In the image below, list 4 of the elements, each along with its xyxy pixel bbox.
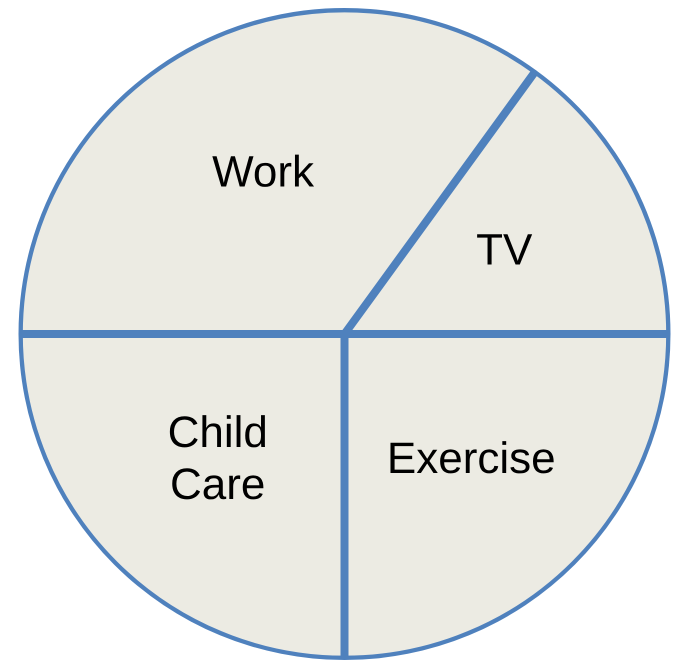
slice-label: Exercise xyxy=(386,434,556,483)
slice-label: Child Care xyxy=(168,408,268,509)
slice-label: TV xyxy=(476,226,534,275)
slice-label: Work xyxy=(212,147,316,196)
